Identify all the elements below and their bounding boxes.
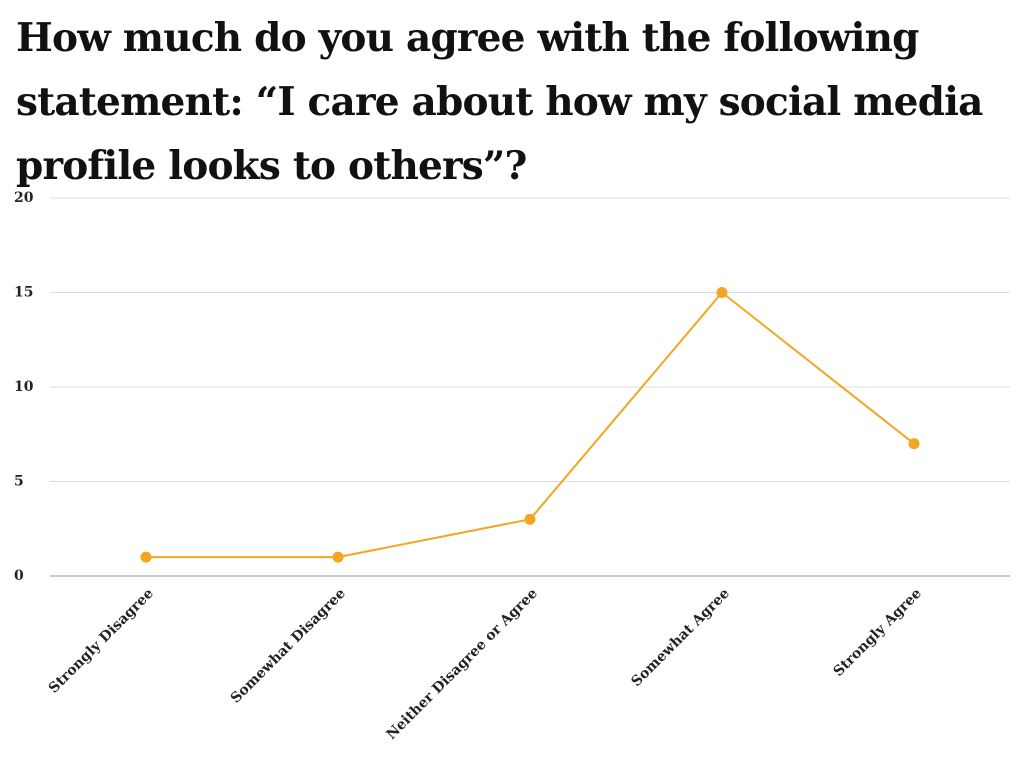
data-point[interactable]	[908, 438, 920, 450]
data-point[interactable]	[524, 513, 536, 525]
x-tick-label: Strongly Agree	[830, 585, 924, 679]
series-responses	[140, 287, 920, 563]
x-axis-labels: Strongly Disagree Somewhat Disagree Neithe…	[46, 585, 925, 742]
data-point[interactable]	[716, 287, 728, 298]
y-tick-label: 15	[14, 285, 33, 301]
y-tick-label: 20	[14, 190, 34, 206]
x-tick-label: Somewhat Agree	[628, 585, 732, 689]
y-tick-label: 5	[14, 474, 24, 490]
data-point[interactable]	[332, 551, 344, 563]
x-tick-label: Strongly Disagree	[46, 585, 157, 696]
chart-title: How much do you agree with the following…	[16, 15, 983, 189]
y-axis-ticks: 0 5 10 15 20	[14, 190, 34, 584]
y-tick-label: 0	[14, 568, 24, 584]
data-point[interactable]	[140, 551, 152, 563]
x-tick-label: Neither Disagree or Agree	[383, 585, 540, 742]
x-tick-label: Somewhat Disagree	[228, 585, 349, 706]
gridlines	[50, 197, 1010, 577]
y-tick-label: 10	[14, 379, 34, 395]
